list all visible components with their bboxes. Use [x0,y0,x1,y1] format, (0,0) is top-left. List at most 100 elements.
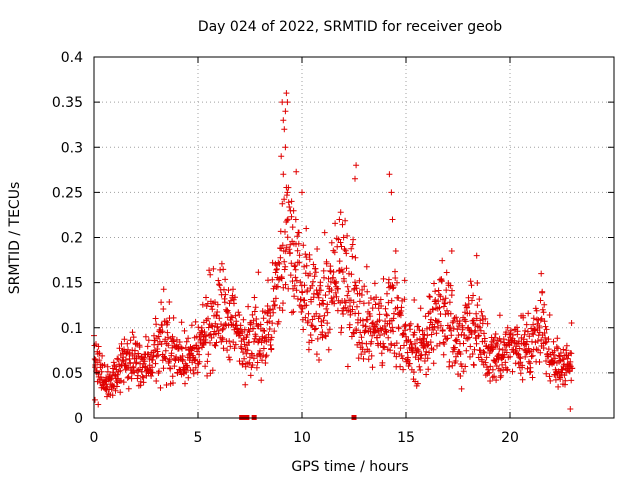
data-point [555,345,561,352]
data-point [562,377,569,384]
data-point [542,339,549,346]
data-point [269,320,276,327]
data-point [546,373,553,380]
data-point [523,321,530,328]
data-point [149,369,156,376]
data-point [342,247,349,254]
data-point [269,259,276,266]
y-tick-label: 0.3 [61,140,83,156]
data-point [222,321,229,328]
data-point [529,352,536,359]
data-point [225,354,232,361]
data-point [568,377,575,384]
data-point [148,369,155,376]
data-point [392,248,399,254]
data-point [542,323,549,330]
data-point [236,312,243,318]
data-point [559,367,566,373]
data-point [230,286,236,293]
data-point [380,275,387,282]
data-point [557,376,564,383]
data-points [91,90,576,412]
data-point [125,385,132,392]
data-point [288,198,295,205]
data-point [503,329,510,336]
data-point [282,108,289,115]
data-point [557,350,564,356]
data-point [391,310,397,317]
data-point [368,338,375,345]
data-point [348,245,355,252]
data-point [378,350,385,357]
data-point [476,324,483,331]
data-point [287,241,294,248]
data-point [204,372,211,379]
data-point [281,196,288,203]
data-point [238,345,245,352]
data-point [220,266,227,273]
data-point [475,354,482,361]
axes [93,56,615,419]
data-point [482,315,489,322]
data-point [441,341,448,347]
data-point [303,262,310,269]
data-point [464,335,471,342]
data-point [261,335,268,341]
data-point [295,240,302,247]
data-point [553,344,560,350]
data-point [213,312,220,319]
data-point [279,200,286,207]
data-point [274,283,281,290]
data-point [340,311,347,317]
data-point [324,320,331,327]
data-point [495,351,502,358]
data-point [231,326,238,333]
data-point [465,294,472,301]
data-point [97,374,104,381]
data-point [517,355,524,362]
data-point [203,294,209,301]
data-point [285,199,292,206]
data-point [163,382,170,388]
data-point [504,366,511,373]
data-point [358,351,365,358]
data-point [361,283,368,290]
data-point [414,380,421,387]
data-point [166,299,173,305]
data-point [398,304,405,311]
data-point [424,342,431,349]
data-point [196,351,203,358]
data-point [332,289,339,296]
data-point [286,246,293,253]
data-point [202,363,209,370]
data-point [205,324,212,331]
data-point [551,347,558,354]
data-point [301,263,308,270]
data-point [104,393,110,400]
data-point [122,356,129,363]
data-point [194,348,201,355]
data-point [427,294,433,300]
data-point [362,323,369,330]
data-point [352,282,359,289]
data-point [158,299,165,306]
data-point [323,260,330,267]
data-point [303,302,310,309]
data-point [430,346,437,353]
data-point [517,370,524,377]
data-point [440,296,446,303]
data-point [257,353,264,360]
data-point [219,326,226,333]
data-point [436,304,443,311]
data-point [241,355,248,362]
data-point [366,325,373,332]
data-point [365,356,372,363]
data-point [310,261,317,268]
data-point [254,359,261,366]
data-point [182,380,188,387]
data-point [214,301,221,308]
data-point [216,282,223,289]
data-point [514,350,521,357]
data-point [207,370,214,377]
data-point [208,303,215,310]
